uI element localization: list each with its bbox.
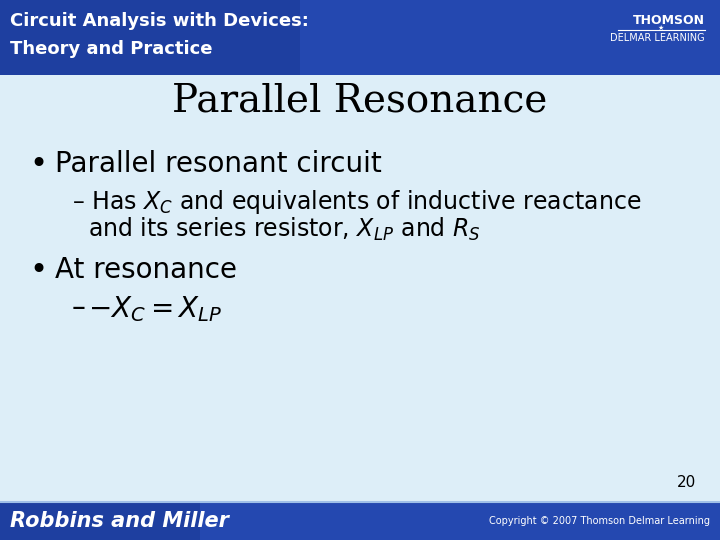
Bar	[0, 0, 720, 75]
Text: and its series resistor, $X_{LP}$ and $R_S$: and its series resistor, $X_{LP}$ and $R…	[88, 216, 481, 243]
Text: •: •	[29, 256, 47, 285]
Text: Robbins and Miller: Robbins and Miller	[10, 511, 229, 531]
Text: 20: 20	[677, 475, 696, 490]
Text: •: •	[29, 150, 47, 179]
Text: DELMAR LEARNING: DELMAR LEARNING	[611, 33, 705, 43]
Text: – Has $X_C$ and equivalents of inductive reactance: – Has $X_C$ and equivalents of inductive…	[72, 188, 642, 216]
Bar	[0, 75, 720, 502]
Text: At resonance: At resonance	[55, 256, 237, 284]
Text: –: –	[72, 294, 95, 322]
Text: ★: ★	[658, 25, 664, 31]
Text: $-X_C = X_{LP}$: $-X_C = X_{LP}$	[88, 294, 222, 324]
Text: Circuit Analysis with Devices:: Circuit Analysis with Devices:	[10, 12, 309, 30]
Text: Parallel Resonance: Parallel Resonance	[172, 83, 548, 120]
Text: Theory and Practice: Theory and Practice	[10, 40, 212, 58]
Text: Parallel resonant circuit: Parallel resonant circuit	[55, 150, 382, 178]
Bar	[200, 502, 720, 540]
Text: THOMSON: THOMSON	[633, 14, 705, 27]
Text: Copyright © 2007 Thomson Delmar Learning: Copyright © 2007 Thomson Delmar Learning	[489, 516, 710, 526]
Bar	[300, 0, 720, 75]
Bar	[0, 502, 720, 540]
